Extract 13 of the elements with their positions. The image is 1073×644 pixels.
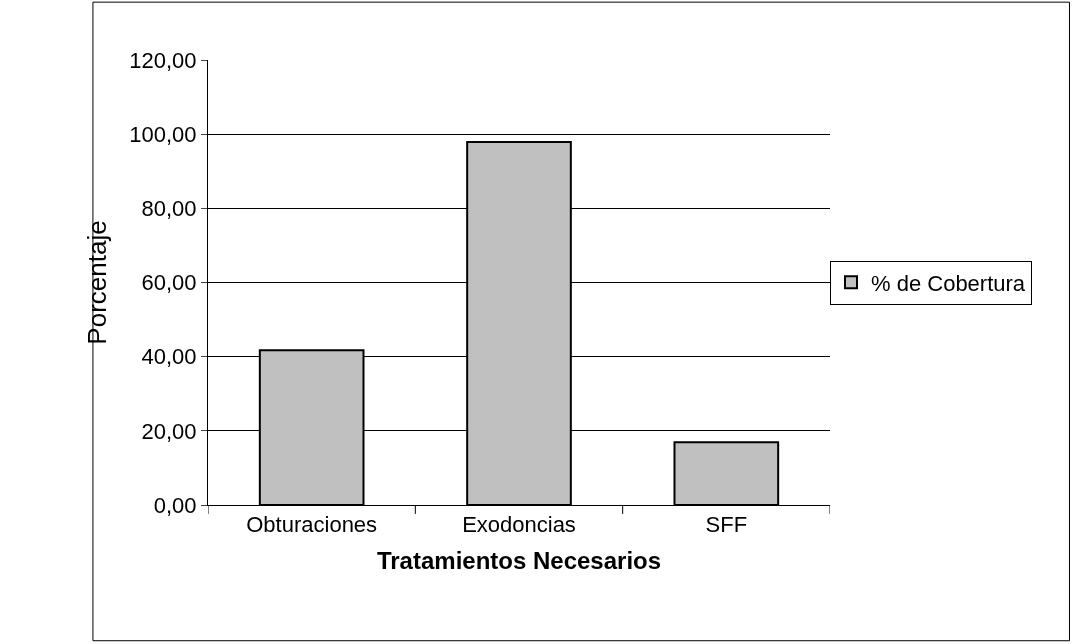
y-tick-label: 80,00 — [141, 196, 197, 222]
y-tick-label: 60,00 — [141, 270, 197, 296]
y-tick-label: 120,00 — [129, 47, 197, 73]
y-tick-label: 0,00 — [153, 492, 197, 518]
x-tick-label: SFF — [705, 512, 748, 538]
y-tick-label: 40,00 — [141, 344, 197, 370]
y-tick-label: 20,00 — [141, 418, 197, 444]
x-axis-title: Tratamientos Necesarios — [376, 546, 662, 574]
x-tick-label: Exodoncias — [462, 512, 576, 538]
legend-label: % de Cobertura — [871, 270, 1026, 296]
y-axis-title: Porcentaje — [81, 220, 112, 345]
y-tick-label: 100,00 — [129, 121, 197, 147]
x-tick-label: Obturaciones — [246, 512, 378, 538]
